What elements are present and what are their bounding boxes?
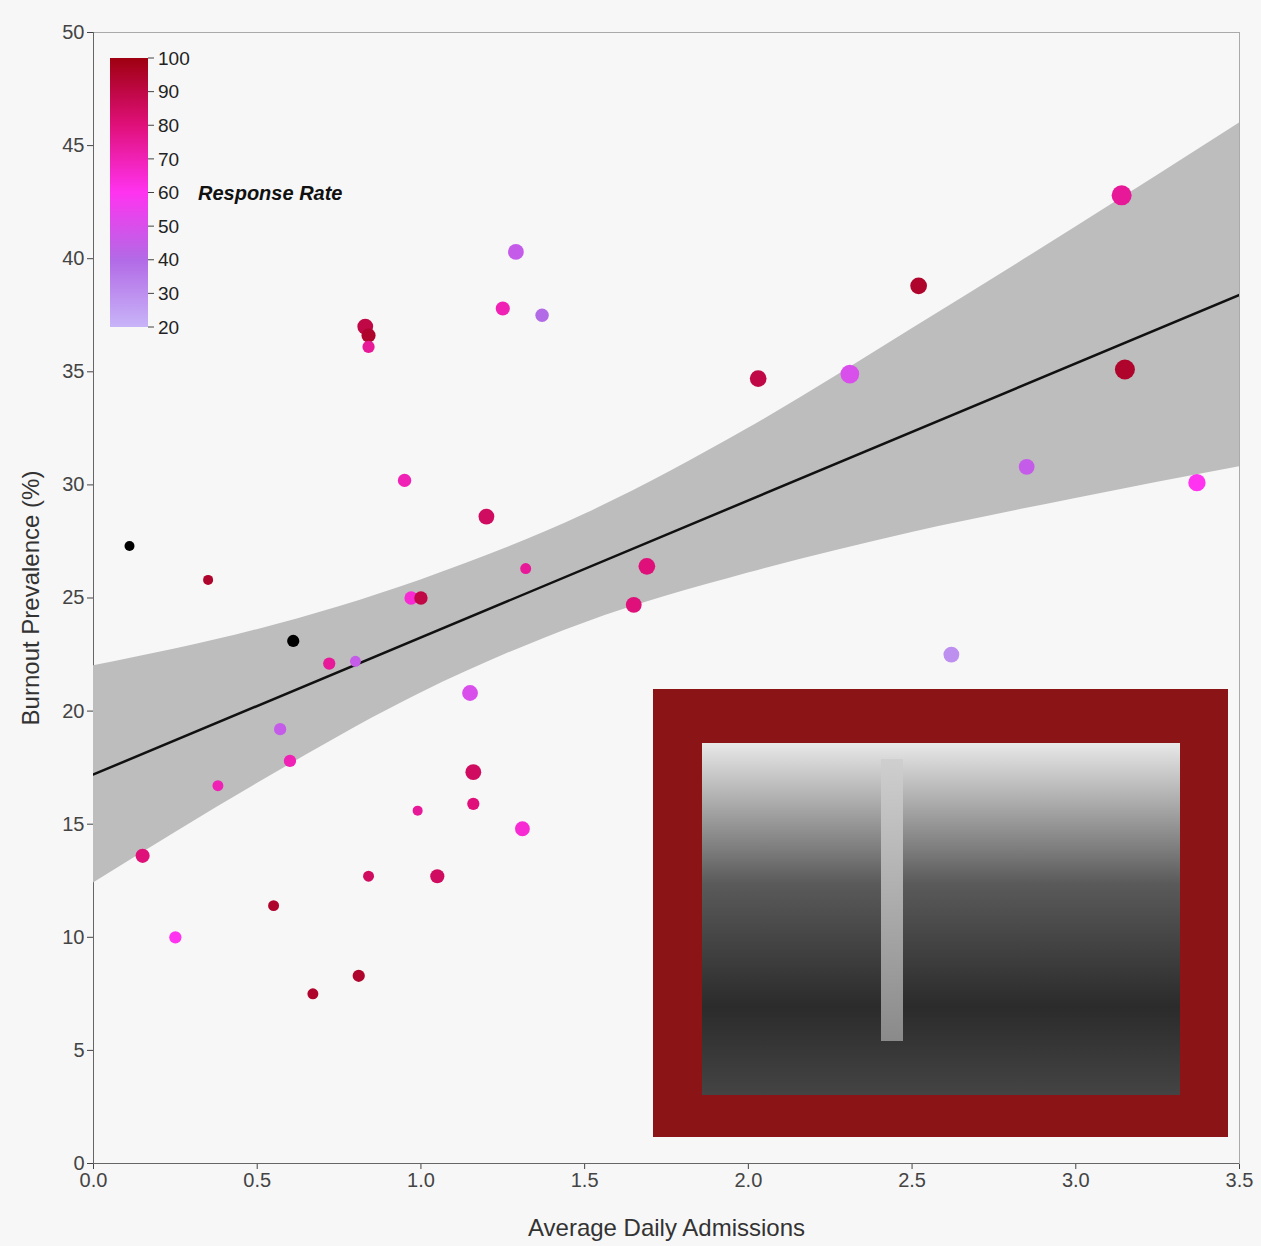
svg-text:35: 35 [62,360,84,382]
svg-text:20: 20 [158,317,179,338]
svg-text:3.5: 3.5 [1226,1169,1254,1191]
svg-text:2.5: 2.5 [898,1169,926,1191]
svg-text:40: 40 [62,247,84,269]
svg-text:30: 30 [62,473,84,495]
svg-text:1.0: 1.0 [407,1169,435,1191]
svg-text:20: 20 [62,700,84,722]
svg-text:Burnout Prevalence (%): Burnout Prevalence (%) [17,471,44,726]
svg-text:1.5: 1.5 [571,1169,599,1191]
svg-text:0: 0 [73,1151,85,1174]
svg-text:50: 50 [158,216,179,237]
svg-text:2.0: 2.0 [734,1169,762,1191]
svg-text:3.0: 3.0 [1062,1169,1090,1191]
svg-text:0.5: 0.5 [243,1169,271,1191]
svg-text:70: 70 [158,149,179,170]
svg-text:25: 25 [62,586,84,608]
svg-text:40: 40 [158,249,179,270]
svg-text:80: 80 [158,115,179,136]
svg-text:90: 90 [158,81,179,102]
svg-text:Response Rate: Response Rate [198,182,343,204]
svg-text:Average Daily Admissions: Average Daily Admissions [528,1214,805,1241]
svg-text:50: 50 [62,21,84,43]
svg-text:60: 60 [158,182,179,203]
svg-text:30: 30 [158,283,179,304]
svg-text:100: 100 [158,48,190,69]
svg-text:45: 45 [62,134,84,156]
svg-text:15: 15 [62,813,84,835]
svg-text:10: 10 [62,926,84,948]
svg-text:0.0: 0.0 [80,1169,108,1191]
svg-text:5: 5 [73,1039,84,1061]
